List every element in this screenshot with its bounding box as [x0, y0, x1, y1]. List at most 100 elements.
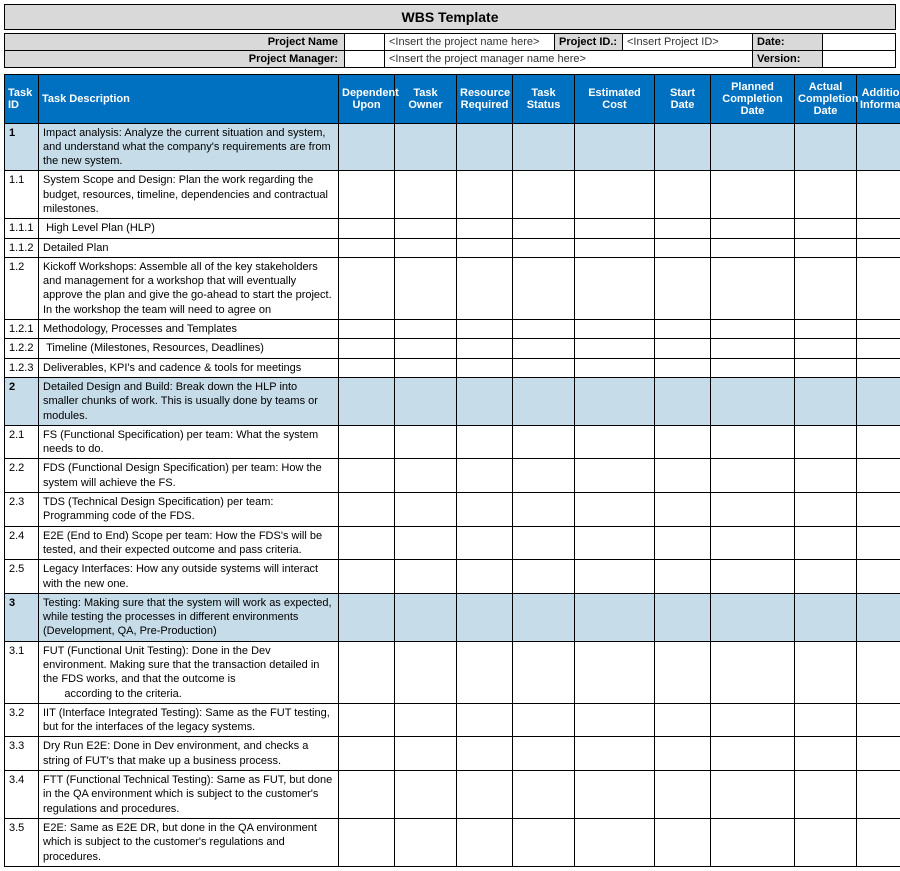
- empty-cell[interactable]: [795, 123, 857, 171]
- empty-cell[interactable]: [655, 123, 711, 171]
- task-desc-cell[interactable]: Deliverables, KPI's and cadence & tools …: [39, 358, 339, 377]
- empty-cell[interactable]: [339, 219, 395, 238]
- empty-cell[interactable]: [457, 737, 513, 771]
- empty-cell[interactable]: [395, 219, 457, 238]
- empty-cell[interactable]: [795, 771, 857, 819]
- empty-cell[interactable]: [339, 425, 395, 459]
- empty-cell[interactable]: [711, 526, 795, 560]
- task-id-cell[interactable]: 1.2.1: [5, 320, 39, 339]
- empty-cell[interactable]: [575, 526, 655, 560]
- empty-cell[interactable]: [457, 339, 513, 358]
- task-id-cell[interactable]: 1.2: [5, 257, 39, 319]
- empty-cell[interactable]: [711, 358, 795, 377]
- empty-cell[interactable]: [513, 425, 575, 459]
- empty-cell[interactable]: [655, 219, 711, 238]
- task-id-cell[interactable]: 1.2.3: [5, 358, 39, 377]
- empty-cell[interactable]: [513, 377, 575, 425]
- empty-cell[interactable]: [795, 320, 857, 339]
- empty-cell[interactable]: [711, 641, 795, 703]
- empty-cell[interactable]: [655, 238, 711, 257]
- task-id-cell[interactable]: 2.2: [5, 459, 39, 493]
- empty-cell[interactable]: [711, 493, 795, 527]
- empty-cell[interactable]: [457, 593, 513, 641]
- empty-cell[interactable]: [513, 593, 575, 641]
- empty-cell[interactable]: [575, 771, 655, 819]
- date-value[interactable]: [823, 33, 896, 50]
- empty-cell[interactable]: [457, 703, 513, 737]
- empty-cell[interactable]: [857, 818, 900, 866]
- empty-cell[interactable]: [395, 257, 457, 319]
- empty-cell[interactable]: [513, 320, 575, 339]
- empty-cell[interactable]: [513, 641, 575, 703]
- task-desc-cell[interactable]: Legacy Interfaces: How any outside syste…: [39, 560, 339, 594]
- task-desc-cell[interactable]: IIT (Interface Integrated Testing): Same…: [39, 703, 339, 737]
- empty-cell[interactable]: [395, 560, 457, 594]
- empty-cell[interactable]: [339, 560, 395, 594]
- empty-cell[interactable]: [711, 593, 795, 641]
- task-desc-cell[interactable]: TDS (Technical Design Specification) per…: [39, 493, 339, 527]
- empty-cell[interactable]: [575, 358, 655, 377]
- empty-cell[interactable]: [513, 257, 575, 319]
- empty-cell[interactable]: [655, 818, 711, 866]
- version-value[interactable]: [823, 50, 896, 67]
- empty-cell[interactable]: [457, 123, 513, 171]
- empty-cell[interactable]: [655, 493, 711, 527]
- empty-cell[interactable]: [513, 703, 575, 737]
- task-desc-cell[interactable]: E2E: Same as E2E DR, but done in the QA …: [39, 818, 339, 866]
- empty-cell[interactable]: [395, 703, 457, 737]
- task-desc-cell[interactable]: Dry Run E2E: Done in Dev environment, an…: [39, 737, 339, 771]
- empty-cell[interactable]: [339, 320, 395, 339]
- empty-cell[interactable]: [795, 219, 857, 238]
- empty-cell[interactable]: [857, 377, 900, 425]
- empty-cell[interactable]: [339, 377, 395, 425]
- empty-cell[interactable]: [339, 593, 395, 641]
- empty-cell[interactable]: [513, 219, 575, 238]
- empty-cell[interactable]: [339, 526, 395, 560]
- empty-cell[interactable]: [513, 339, 575, 358]
- task-desc-cell[interactable]: E2E (End to End) Scope per team: How the…: [39, 526, 339, 560]
- empty-cell[interactable]: [457, 238, 513, 257]
- empty-cell[interactable]: [395, 593, 457, 641]
- empty-cell[interactable]: [457, 320, 513, 339]
- empty-cell[interactable]: [655, 703, 711, 737]
- empty-cell[interactable]: [795, 238, 857, 257]
- empty-cell[interactable]: [457, 358, 513, 377]
- empty-cell[interactable]: [711, 425, 795, 459]
- task-id-cell[interactable]: 2.4: [5, 526, 39, 560]
- empty-cell[interactable]: [575, 238, 655, 257]
- empty-cell[interactable]: [795, 526, 857, 560]
- empty-cell[interactable]: [711, 737, 795, 771]
- empty-cell[interactable]: [795, 257, 857, 319]
- empty-cell[interactable]: [575, 737, 655, 771]
- empty-cell[interactable]: [795, 358, 857, 377]
- empty-cell[interactable]: [857, 593, 900, 641]
- empty-cell[interactable]: [711, 123, 795, 171]
- empty-cell[interactable]: [513, 526, 575, 560]
- empty-cell[interactable]: [857, 257, 900, 319]
- empty-cell[interactable]: [339, 358, 395, 377]
- empty-cell[interactable]: [457, 818, 513, 866]
- empty-cell[interactable]: [395, 459, 457, 493]
- empty-cell[interactable]: [575, 560, 655, 594]
- empty-cell[interactable]: [575, 641, 655, 703]
- empty-cell[interactable]: [457, 526, 513, 560]
- empty-cell[interactable]: [655, 257, 711, 319]
- empty-cell[interactable]: [575, 818, 655, 866]
- empty-cell[interactable]: [655, 171, 711, 219]
- empty-cell[interactable]: [857, 703, 900, 737]
- task-desc-cell[interactable]: FS (Functional Specification) per team: …: [39, 425, 339, 459]
- empty-cell[interactable]: [575, 425, 655, 459]
- empty-cell[interactable]: [395, 818, 457, 866]
- empty-cell[interactable]: [513, 123, 575, 171]
- empty-cell[interactable]: [339, 257, 395, 319]
- empty-cell[interactable]: [457, 257, 513, 319]
- empty-cell[interactable]: [457, 425, 513, 459]
- empty-cell[interactable]: [395, 771, 457, 819]
- task-desc-cell[interactable]: FDS (Functional Design Specification) pe…: [39, 459, 339, 493]
- empty-cell[interactable]: [655, 459, 711, 493]
- empty-cell[interactable]: [711, 238, 795, 257]
- task-desc-cell[interactable]: System Scope and Design: Plan the work r…: [39, 171, 339, 219]
- empty-cell[interactable]: [575, 459, 655, 493]
- task-id-cell[interactable]: 3.1: [5, 641, 39, 703]
- empty-cell[interactable]: [575, 257, 655, 319]
